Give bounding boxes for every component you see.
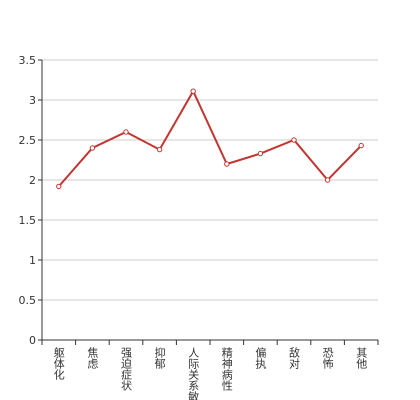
x-tick-label: 强迫症状: [120, 347, 133, 391]
x-tick-label: 敌对: [288, 346, 301, 369]
x-tick-label: 抑郁: [153, 346, 166, 369]
y-tick-label: 1: [29, 254, 36, 267]
y-tick-label: 0.5: [19, 294, 37, 307]
point: [190, 88, 196, 94]
x-tick-label: 躯体化: [52, 347, 65, 381]
x-tick-label: 偏执: [254, 346, 267, 370]
point: [89, 145, 96, 151]
point: [123, 129, 129, 135]
y-tick-label: 2: [29, 174, 36, 187]
y-tick-label: 3.5: [19, 54, 37, 67]
x-tick-label: 恐怖: [321, 347, 334, 369]
line: [58, 89, 362, 188]
y-tick-label: 1.5: [19, 214, 37, 227]
y-tick-label: 0: [29, 334, 36, 347]
point: [156, 146, 163, 153]
point: [224, 161, 230, 167]
point: [291, 137, 297, 143]
point: [358, 142, 364, 149]
x-tick-label: 人际关系敏感: [187, 347, 200, 400]
x-tick-label: 其他: [355, 347, 368, 369]
y-tick-label: 3: [29, 94, 36, 107]
point: [56, 183, 62, 190]
x-tick-label: 焦虑: [86, 347, 99, 369]
x-tick-label: 精神病性: [220, 347, 233, 392]
y-tick-label: 2.5: [19, 134, 37, 147]
point: [257, 150, 264, 157]
point: [324, 177, 331, 183]
